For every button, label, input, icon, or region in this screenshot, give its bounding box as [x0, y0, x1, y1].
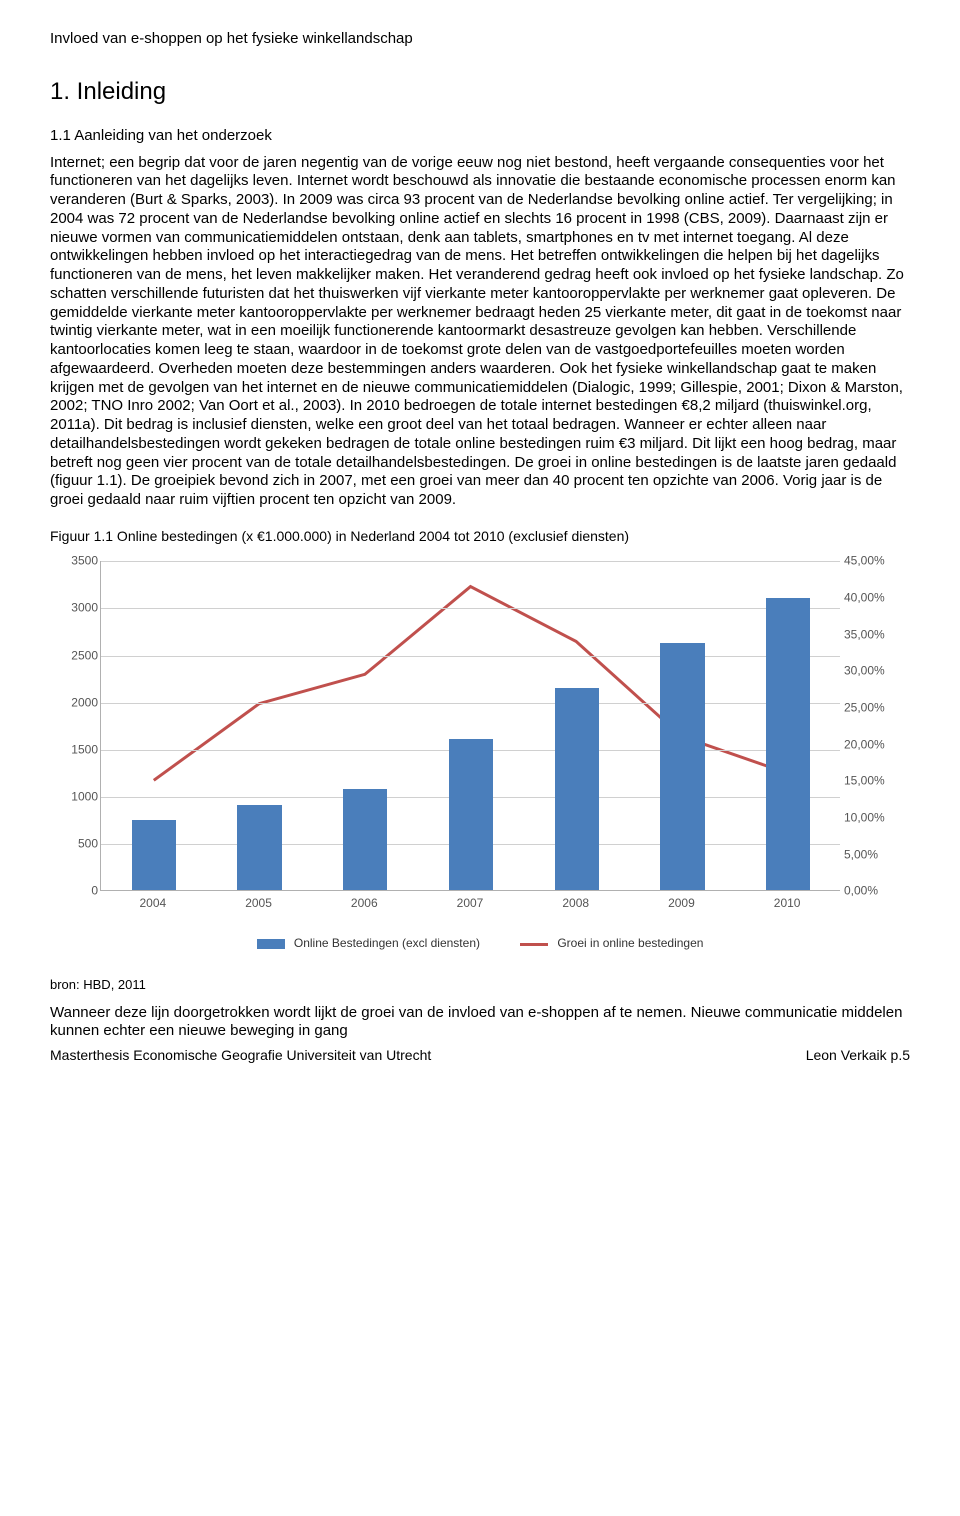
bar	[660, 643, 704, 890]
section-heading: 1. Inleiding	[50, 77, 910, 107]
y-left-tick: 3500	[50, 554, 98, 569]
y-right-tick: 15,00%	[844, 774, 910, 789]
legend-bar: Online Bestedingen (excl diensten)	[257, 936, 480, 951]
body-paragraph: Internet; een begrip dat voor de jaren n…	[50, 154, 910, 510]
y-left-tick: 2000	[50, 695, 98, 710]
gridline	[101, 608, 840, 609]
online-spending-chart: Online Bestedingen (excl diensten) Groei…	[50, 551, 910, 951]
y-left-tick: 0	[50, 884, 98, 899]
subsection-heading: 1.1 Aanleiding van het onderzoek	[50, 127, 910, 146]
y-right-tick: 0,00%	[844, 884, 910, 899]
x-tick: 2006	[351, 896, 378, 911]
x-tick: 2008	[562, 896, 589, 911]
legend-line-swatch	[520, 943, 548, 946]
chart-legend: Online Bestedingen (excl diensten) Groei…	[50, 936, 910, 951]
x-tick: 2007	[457, 896, 484, 911]
y-right-tick: 25,00%	[844, 700, 910, 715]
y-right-tick: 20,00%	[844, 737, 910, 752]
y-right-tick: 40,00%	[844, 590, 910, 605]
y-left-tick: 500	[50, 837, 98, 852]
chart-plot-area	[100, 561, 840, 891]
legend-bar-label: Online Bestedingen (excl diensten)	[294, 936, 480, 950]
x-tick: 2005	[245, 896, 272, 911]
page-footer: Masterthesis Economische Geografie Unive…	[50, 1047, 910, 1065]
x-tick: 2004	[139, 896, 166, 911]
y-left-tick: 2500	[50, 648, 98, 663]
gridline	[101, 561, 840, 562]
x-tick: 2010	[774, 896, 801, 911]
figure-caption: Figuur 1.1 Online bestedingen (x €1.000.…	[50, 528, 910, 546]
bar	[237, 805, 281, 890]
y-right-tick: 35,00%	[844, 627, 910, 642]
legend-bar-swatch	[257, 939, 285, 949]
gridline	[101, 703, 840, 704]
y-right-tick: 45,00%	[844, 554, 910, 569]
page-header-title: Invloed van e-shoppen op het fysieke win…	[50, 30, 910, 49]
x-tick: 2009	[668, 896, 695, 911]
legend-line-label: Groei in online bestedingen	[557, 936, 703, 950]
bar	[343, 789, 387, 890]
y-left-tick: 1500	[50, 742, 98, 757]
closing-paragraph: Wanneer deze lijn doorgetrokken wordt li…	[50, 1004, 910, 1042]
y-right-tick: 30,00%	[844, 664, 910, 679]
y-left-tick: 3000	[50, 601, 98, 616]
bar	[449, 739, 493, 890]
gridline	[101, 656, 840, 657]
legend-line: Groei in online bestedingen	[520, 936, 703, 951]
y-left-tick: 1000	[50, 789, 98, 804]
footer-left: Masterthesis Economische Geografie Unive…	[50, 1047, 431, 1065]
bar	[555, 688, 599, 891]
y-right-tick: 10,00%	[844, 810, 910, 825]
figure-source: bron: HBD, 2011	[50, 977, 910, 993]
bar	[766, 598, 810, 890]
bar	[132, 820, 176, 890]
footer-right: Leon Verkaik p.5	[806, 1047, 910, 1065]
y-right-tick: 5,00%	[844, 847, 910, 862]
